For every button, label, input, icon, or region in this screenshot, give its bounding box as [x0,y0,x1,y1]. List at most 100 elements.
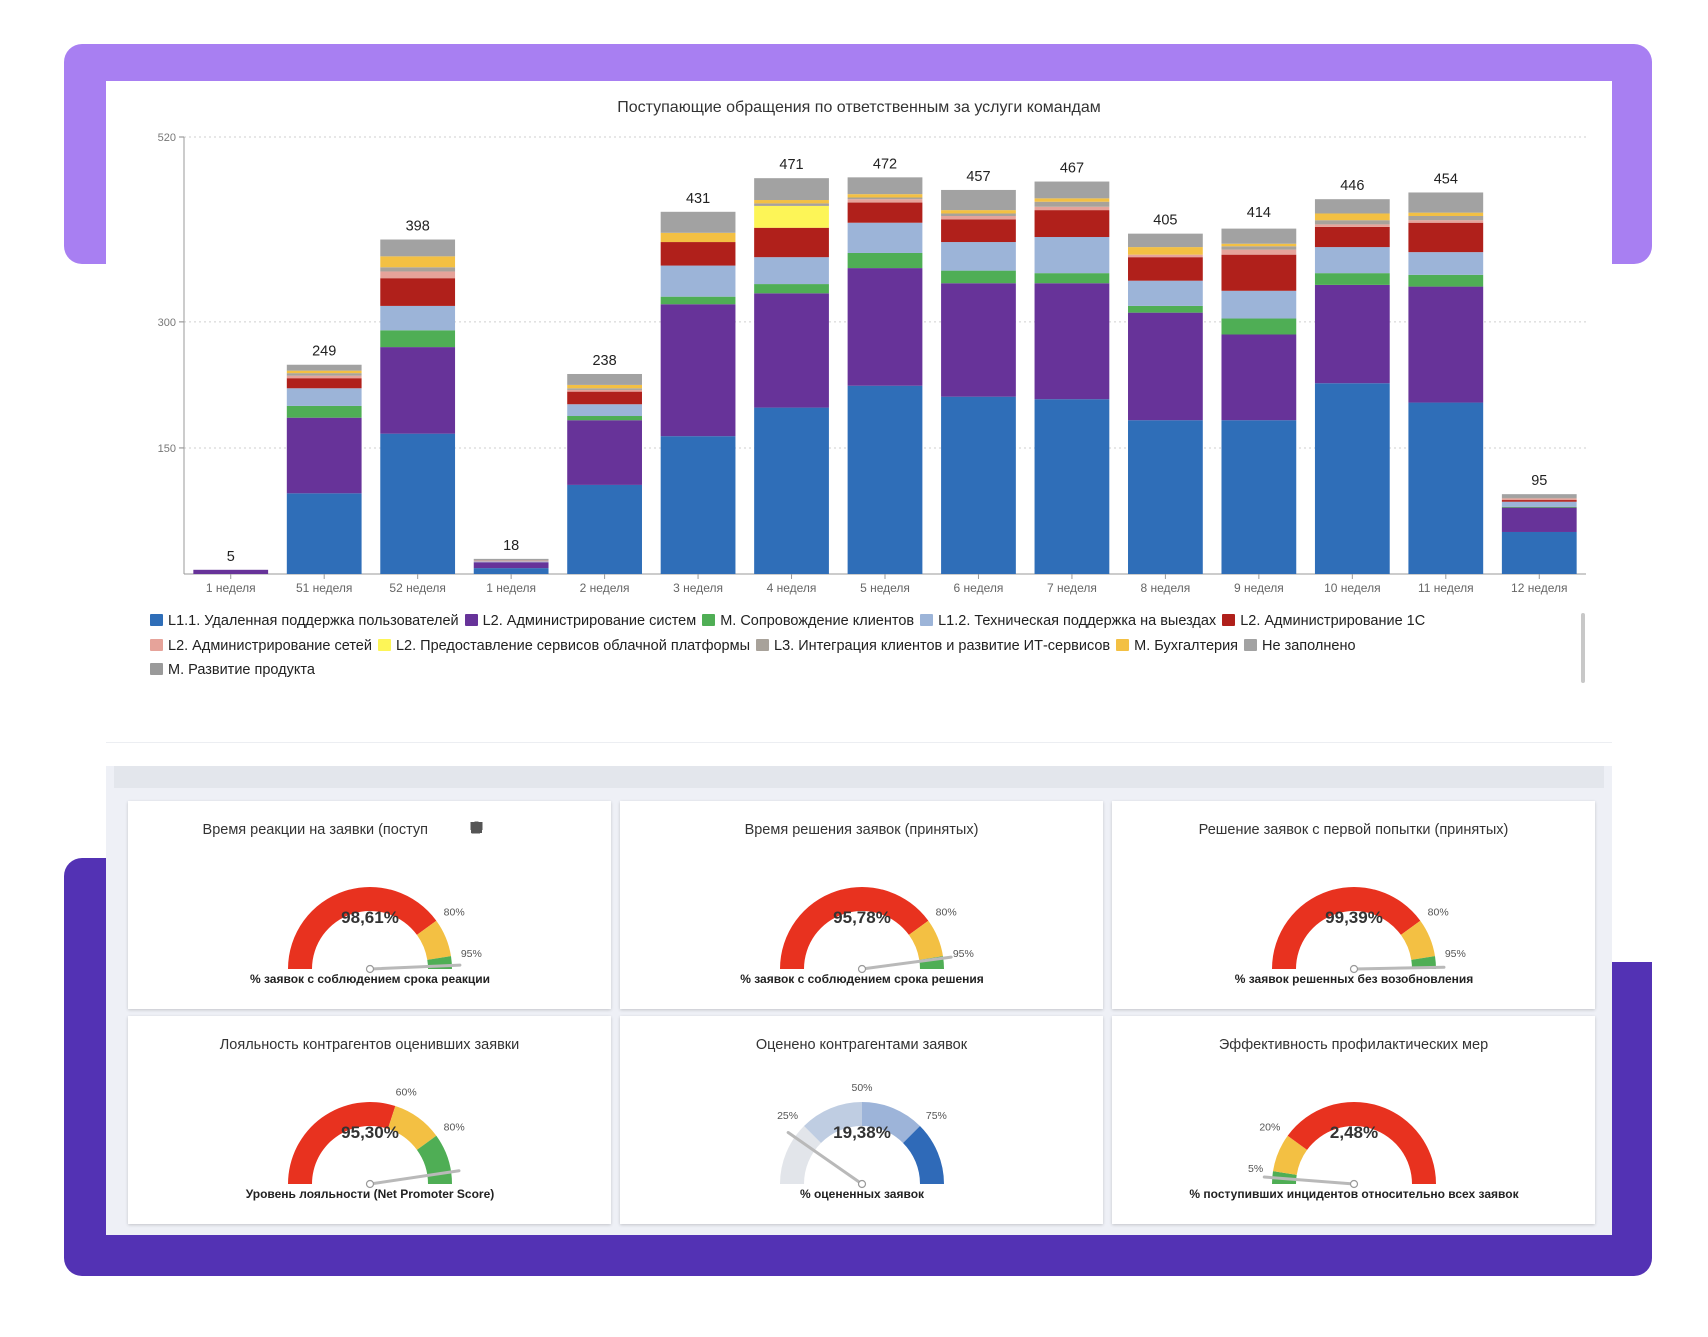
bar-segment[interactable] [847,194,923,198]
legend-item[interactable]: L2. Администрирование сетей [150,634,372,659]
bar-segment[interactable] [941,270,1016,284]
bar-segment[interactable] [1221,318,1297,335]
bar-segment[interactable] [754,284,829,294]
bar-segment[interactable] [1221,246,1297,250]
bar-segment[interactable] [754,203,829,206]
bar-segment[interactable] [754,407,829,574]
bar-segment[interactable] [1034,201,1110,207]
bar-segment[interactable] [1221,290,1297,319]
bar-segment[interactable] [1128,420,1203,574]
bar-segment[interactable] [1128,247,1203,255]
bar-segment[interactable] [286,378,362,389]
bar-segment[interactable] [1221,243,1297,247]
bar-segment[interactable] [1034,206,1110,211]
bar-segment[interactable] [1501,500,1577,502]
bar-segment[interactable] [380,305,456,331]
bar-segment[interactable] [754,205,829,228]
bar-stack[interactable] [1314,199,1390,574]
bar-segment[interactable] [1408,192,1484,213]
bar-segment[interactable] [1408,212,1484,216]
legend-item[interactable]: L2. Администрирование 1С [1222,609,1425,634]
bar-segment[interactable] [380,330,456,348]
bar-segment[interactable] [660,211,736,233]
bar-stack[interactable] [1408,192,1484,574]
bar-segment[interactable] [1314,213,1390,221]
bar-segment[interactable] [941,242,1016,271]
legend-item[interactable]: М. Сопровождение клиентов [702,609,914,634]
bar-segment[interactable] [380,433,456,574]
bar-segment[interactable] [473,568,549,574]
bar-segment[interactable] [1221,334,1297,421]
bar-segment[interactable] [847,199,923,203]
bar-segment[interactable] [941,189,1016,211]
bar-segment[interactable] [1408,220,1484,223]
legend-item[interactable]: L1.2. Техническая поддержка на выездах [920,609,1216,634]
bar-segment[interactable] [1314,199,1390,214]
bar-segment[interactable] [286,405,362,418]
bar-segment[interactable] [567,384,642,389]
bar-segment[interactable] [380,271,456,279]
bar-segment[interactable] [1034,198,1110,202]
bar-segment[interactable] [286,388,362,406]
bar-stack[interactable] [193,569,269,574]
bar-segment[interactable] [1501,531,1577,574]
bar-stack[interactable] [941,189,1016,574]
bar-segment[interactable] [1128,305,1203,313]
bar-segment[interactable] [1128,233,1203,248]
bar-segment[interactable] [567,391,642,405]
bar-stack[interactable] [473,558,549,574]
bar-stack[interactable] [754,178,829,574]
bar-segment[interactable] [1408,286,1484,403]
bar-segment[interactable] [193,569,269,574]
bar-segment[interactable] [847,177,923,195]
bar-segment[interactable] [754,200,829,204]
bar-segment[interactable] [473,562,549,569]
bar-segment[interactable] [1128,257,1203,281]
bar-segment[interactable] [1221,249,1297,255]
legend-item[interactable]: М. Развитие продукта [150,658,315,683]
bar-segment[interactable] [1034,210,1110,238]
bar-segment[interactable] [847,222,923,253]
bar-segment[interactable] [941,213,1016,216]
bar-stack[interactable] [1221,228,1297,574]
bar-segment[interactable] [1501,498,1577,501]
bar-segment[interactable] [567,373,642,385]
bar-segment[interactable] [473,560,549,562]
bar-stack[interactable] [380,239,456,574]
bar-segment[interactable] [1408,252,1484,275]
bar-segment[interactable] [1501,506,1577,508]
bar-segment[interactable] [1034,181,1110,199]
bar-segment[interactable] [1128,312,1203,421]
bar-stack[interactable] [286,364,362,574]
legend-item[interactable]: L3. Интеграция клиентов и развитие ИТ-се… [756,634,1110,659]
bar-stack[interactable] [1128,233,1203,574]
bar-segment[interactable] [286,373,362,376]
bar-segment[interactable] [1034,273,1110,284]
bar-segment[interactable] [941,396,1016,574]
bar-segment[interactable] [567,420,642,485]
bar-segment[interactable] [567,484,642,574]
trash-icon[interactable] [472,821,591,835]
legend-scrollbar[interactable] [1581,613,1585,683]
bar-segment[interactable] [754,227,829,258]
bar-segment[interactable] [941,215,1016,220]
bar-segment[interactable] [380,347,456,434]
legend-item[interactable]: М. Бухгалтерия [1116,634,1238,659]
bar-segment[interactable] [1501,494,1577,498]
bar-stack[interactable] [1501,494,1577,574]
bar-segment[interactable] [286,370,362,374]
bar-segment[interactable] [1314,273,1390,285]
bar-segment[interactable] [567,416,642,421]
bar-segment[interactable] [847,197,923,200]
bar-segment[interactable] [1314,220,1390,225]
legend-item[interactable]: L1.1. Удаленная поддержка пользователей [150,609,459,634]
legend-item[interactable]: L2. Предоставление сервисов облачной пла… [377,634,750,659]
bar-segment[interactable] [1221,228,1297,244]
bar-segment[interactable] [286,493,362,574]
bar-stack[interactable] [1034,181,1110,574]
bar-segment[interactable] [660,296,736,305]
bar-segment[interactable] [941,210,1016,214]
bar-segment[interactable] [380,239,456,257]
bar-segment[interactable] [1314,224,1390,227]
bar-segment[interactable] [1314,284,1390,384]
